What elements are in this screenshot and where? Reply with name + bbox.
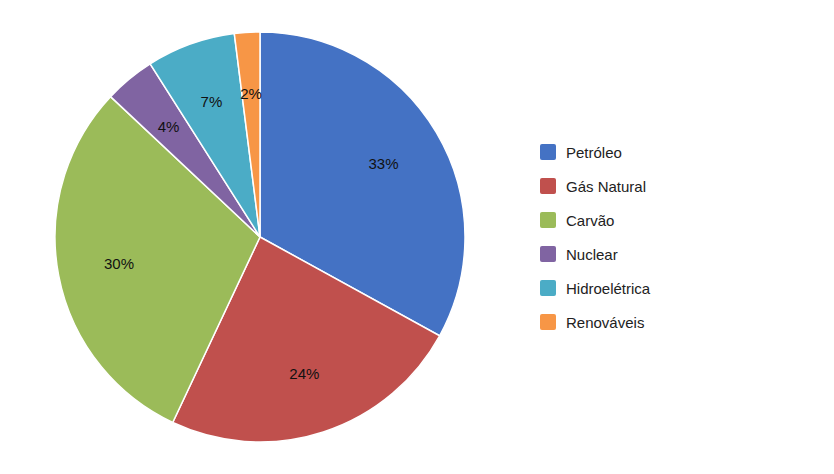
legend-swatch (540, 314, 556, 330)
legend-label: Carvão (566, 212, 614, 229)
data-label: 33% (369, 155, 399, 172)
legend-label: Petróleo (566, 144, 622, 161)
data-label: 4% (158, 118, 180, 135)
data-label: 24% (289, 365, 319, 382)
chart-container: 33% 24% 30% 4% 7% 2% Petróleo Gás Natural Carvão… (0, 0, 834, 474)
legend-swatch (540, 212, 556, 228)
legend-swatch (540, 144, 556, 160)
data-label: 7% (201, 93, 223, 110)
legend-label: Hidroelétrica (566, 280, 651, 297)
pie-slice (234, 32, 260, 237)
data-label: 2% (240, 85, 262, 102)
legend-swatch (540, 246, 556, 262)
pie-slices (55, 32, 465, 442)
legend-swatch (540, 178, 556, 194)
legend-label: Gás Natural (566, 178, 646, 195)
legend: Petróleo Gás Natural Carvão Nuclear Hidroelé… (540, 144, 651, 331)
legend-swatch (540, 280, 556, 296)
legend-label: Renováveis (566, 314, 644, 331)
legend-label: Nuclear (566, 246, 618, 263)
data-label: 30% (104, 255, 134, 272)
chart-svg: 33% 24% 30% 4% 7% 2% Petróleo Gás Natural Carvão… (0, 0, 834, 474)
data-labels: 33% 24% 30% 4% 7% 2% (104, 85, 399, 382)
